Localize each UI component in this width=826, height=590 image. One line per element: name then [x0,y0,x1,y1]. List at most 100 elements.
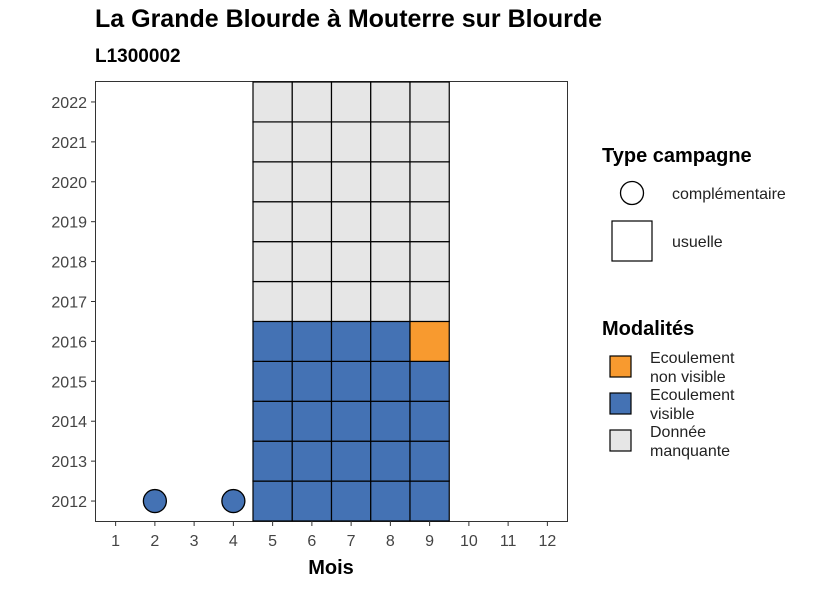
cell-usuelle-2021-8 [370,121,411,163]
cell-usuelle-2020-9 [409,161,450,203]
legend-label-fill-2-0: Donnée [650,424,706,441]
point-complementaire-2012-2 [142,488,168,514]
cell-usuelle-2015-5 [252,360,293,402]
cell-usuelle-2012-9 [409,480,450,522]
x-tick-label-5: 5 [268,533,277,550]
cell-usuelle-2020-6 [291,161,333,203]
cell-usuelle-2021-5 [252,121,293,163]
cell-usuelle-2014-7 [330,400,372,442]
cell-usuelle-2022-7 [330,81,372,123]
cell-usuelle-2015-8 [370,360,411,402]
cell-usuelle-2018-7 [330,241,372,283]
cell-usuelle-2022-8 [370,81,411,123]
y-tick-label-2016: 2016 [51,334,87,351]
x-tick-label-7: 7 [347,533,356,550]
cell-usuelle-2016-7 [330,320,372,362]
cell-usuelle-2017-6 [291,280,333,323]
cell-usuelle-2022-6 [291,81,333,123]
y-tick-label-2013: 2013 [51,454,87,471]
legend-key-square [611,220,653,262]
cell-usuelle-2022-5 [252,81,293,123]
cell-usuelle-2016-8 [370,320,411,362]
cell-usuelle-2019-5 [252,201,293,243]
legend-label-fill-0-1: non visible [650,369,726,386]
x-tick-label-1: 1 [111,533,120,550]
cell-usuelle-2019-7 [330,201,372,243]
cell-usuelle-2015-7 [330,360,372,402]
chart-title: La Grande Blourde à Mouterre sur Blourde [95,5,603,33]
y-tick-label-2018: 2018 [51,255,87,272]
legend-key-circle [619,180,645,206]
cell-usuelle-2019-6 [291,201,333,243]
cell-usuelle-2020-8 [370,161,411,203]
cell-usuelle-2018-8 [370,241,411,283]
cell-usuelle-2013-9 [409,440,450,482]
legend-label-complementaire: complémentaire [672,186,786,203]
y-tick-label-2021: 2021 [51,135,87,152]
cell-usuelle-2012-8 [370,480,411,522]
legend-swatch-0 [609,355,632,378]
cell-usuelle-2020-7 [330,161,372,203]
cell-usuelle-2018-5 [252,241,293,283]
cell-usuelle-2014-6 [291,400,333,442]
chart-subtitle: L1300002 [95,46,181,67]
cells-layer [142,81,450,522]
legend-label-fill-1-0: Ecoulement [650,387,735,404]
y-tick-label-2020: 2020 [51,175,87,192]
cell-usuelle-2013-7 [330,440,372,482]
legend-label-fill-1-1: visible [650,406,695,423]
cell-usuelle-2018-6 [291,241,333,283]
x-tick-label-8: 8 [386,533,395,550]
cell-usuelle-2021-6 [291,121,333,163]
axes-layer: 1 2 3 4 5 6 7 8 9 10 11 122012201320142015201620172… [51,95,556,550]
legend-swatch-2 [609,429,632,452]
y-tick-label-2022: 2022 [51,95,87,112]
legend-label-usuelle: usuelle [672,234,723,251]
cell-usuelle-2019-9 [409,201,450,243]
x-tick-label-11: 11 [500,533,517,550]
x-tick-label-4: 4 [229,533,238,550]
y-tick-label-2019: 2019 [51,215,87,232]
cell-usuelle-2012-6 [291,480,333,522]
x-tick-label-2: 2 [150,533,159,550]
cell-usuelle-2018-9 [409,241,450,283]
cell-usuelle-2013-8 [370,440,411,482]
cell-usuelle-2016-5 [252,320,293,362]
legend-title-campagne: Type campagne [602,145,752,167]
cell-usuelle-2016-6 [291,320,333,362]
x-tick-label-9: 9 [425,533,434,550]
cell-usuelle-2017-8 [370,280,411,323]
cell-usuelle-2014-9 [409,400,450,442]
cell-usuelle-2017-7 [330,280,372,323]
cell-usuelle-2012-5 [252,480,293,522]
cell-usuelle-2017-5 [252,280,293,323]
legend: Type campagne complémentaire usuelle Modali… [602,145,786,460]
cell-usuelle-2013-6 [291,440,333,482]
y-tick-label-2014: 2014 [51,414,87,431]
cell-usuelle-2012-7 [330,480,372,522]
cell-usuelle-2014-5 [252,400,293,442]
cell-usuelle-2015-6 [291,360,333,402]
legend-label-fill-2-1: manquante [650,443,730,460]
x-tick-label-3: 3 [190,533,199,550]
cell-usuelle-2021-7 [330,121,372,163]
y-tick-label-2017: 2017 [51,295,87,312]
cell-usuelle-2013-5 [252,440,293,482]
point-complementaire-2012-4 [221,488,246,514]
x-tick-label-10: 10 [460,533,478,550]
cell-usuelle-2015-9 [409,360,450,402]
y-tick-label-2015: 2015 [51,374,87,391]
cell-usuelle-2019-8 [370,201,411,243]
x-axis-title: Mois [308,557,354,579]
x-tick-label-6: 6 [307,533,316,550]
cell-usuelle-2021-9 [409,121,450,163]
cell-usuelle-2022-9 [409,81,450,123]
legend-swatch-1 [609,392,632,415]
cell-usuelle-2016-9 [409,320,450,362]
cell-usuelle-2020-5 [252,161,293,203]
legend-title-modalites: Modalités [602,318,694,340]
cell-usuelle-2014-8 [370,400,411,442]
y-tick-label-2012: 2012 [51,494,87,511]
x-tick-label-12: 12 [538,533,556,550]
